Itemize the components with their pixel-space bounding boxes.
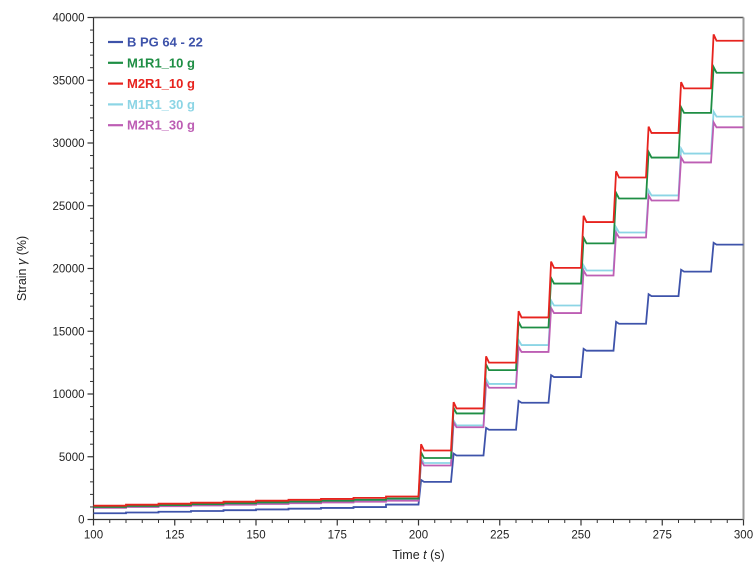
legend-label: M2R1_10 g — [127, 76, 195, 91]
legend-item: M2R1_30 g — [108, 118, 195, 133]
y-tick-label: 15000 — [53, 326, 85, 338]
x-tick-label: 250 — [571, 530, 590, 542]
y-tick-label: 20000 — [53, 264, 85, 276]
legend-item: M1R1_30 g — [108, 97, 195, 112]
x-tick-label: 100 — [84, 530, 103, 542]
x-axis-title: Time t (s) — [392, 548, 444, 562]
x-tick-label: 150 — [246, 530, 265, 542]
legend-label: B PG 64 - 22 — [127, 35, 203, 50]
y-tick-label: 30000 — [53, 138, 85, 150]
legend-item: B PG 64 - 22 — [108, 35, 203, 50]
series-lines — [93, 34, 744, 515]
legend: B PG 64 - 22 M1R1_10 g M2R1_10 g M1R1_30 g M… — [108, 35, 203, 133]
plot-frame — [92, 16, 745, 521]
x-tick-label: 200 — [409, 530, 428, 542]
series-line-m2r1-10-g — [93, 34, 744, 507]
series-line-b-pg-64-22 — [93, 241, 744, 515]
axis-ticks: 100 125 150 175 200 225 250 275 300 0 5000 10000 150… — [53, 13, 754, 542]
y-tick-label: 40000 — [53, 13, 85, 25]
x-tick-label: 175 — [328, 530, 347, 542]
series-line-m1r1-10-g — [93, 63, 744, 508]
y-tick-label: 0 — [78, 515, 84, 527]
y-axis-title: Strain γ (%) — [15, 236, 29, 301]
x-tick-label: 125 — [165, 530, 184, 542]
y-tick-label: 5000 — [59, 452, 85, 464]
legend-label: M1R1_10 g — [127, 55, 195, 70]
series-line-m2r1-30-g — [93, 119, 744, 509]
legend-item: M2R1_10 g — [108, 76, 195, 91]
y-tick-label: 35000 — [53, 75, 85, 87]
legend-label: M2R1_30 g — [127, 118, 195, 133]
legend-item: M1R1_10 g — [108, 55, 195, 70]
x-tick-label: 275 — [653, 530, 672, 542]
x-tick-label: 225 — [490, 530, 509, 542]
y-tick-label: 25000 — [53, 201, 85, 213]
y-tick-label: 10000 — [53, 389, 85, 401]
legend-label: M1R1_30 g — [127, 97, 195, 112]
x-tick-label: 300 — [734, 530, 753, 542]
